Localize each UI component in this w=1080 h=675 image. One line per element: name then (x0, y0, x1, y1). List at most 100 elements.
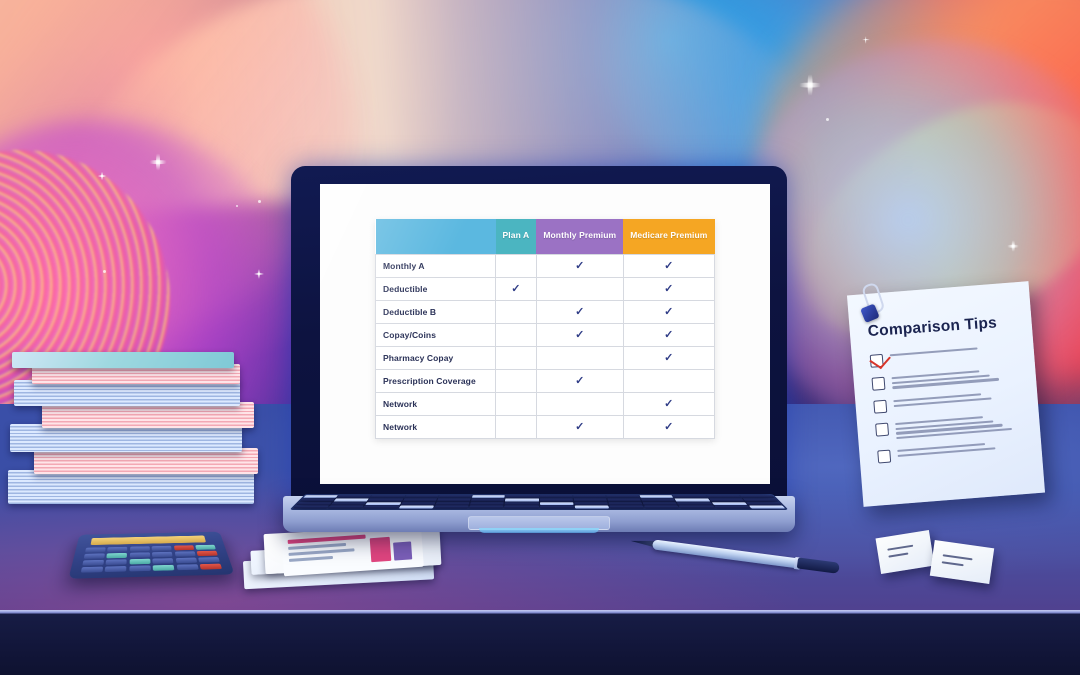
keyboard-key[interactable] (328, 505, 365, 509)
calculator-key[interactable] (82, 560, 104, 566)
keyboard-key[interactable] (336, 495, 372, 498)
keyboard-key[interactable] (606, 495, 640, 498)
calculator-key[interactable] (176, 564, 199, 571)
calculator-key-accent[interactable] (196, 550, 218, 556)
laptop-screen[interactable]: Plan A Monthly Premium Medicare Premium … (320, 184, 770, 484)
keyboard-key[interactable] (539, 498, 573, 502)
calculator-key[interactable] (152, 551, 173, 558)
tip-item[interactable] (877, 438, 1028, 464)
keyboard-key[interactable] (504, 501, 539, 505)
keyboard-key[interactable] (539, 501, 574, 505)
calculator-key-accent[interactable] (199, 563, 223, 570)
keyboard-key[interactable] (292, 505, 330, 509)
calculator-key[interactable] (151, 545, 172, 551)
keyboard-key[interactable] (574, 505, 609, 509)
checkbox-icon[interactable] (877, 449, 892, 464)
keyboard-key[interactable] (573, 501, 608, 505)
calculator-key[interactable] (198, 557, 220, 563)
keyboard-key[interactable] (505, 498, 539, 502)
keyboard-key[interactable] (607, 498, 642, 502)
keyboard-key[interactable] (436, 498, 471, 502)
keyboard-key[interactable] (706, 495, 742, 498)
calculator-key[interactable] (129, 546, 150, 552)
keyboard-row[interactable] (292, 505, 786, 509)
keyboard-key[interactable] (673, 495, 708, 498)
keyboard-key[interactable] (573, 498, 607, 502)
calculator-key-accent[interactable] (173, 545, 194, 551)
calculator-keypad[interactable] (80, 544, 223, 573)
calculator-key[interactable] (129, 558, 151, 565)
keyboard-key[interactable] (678, 505, 715, 509)
keyboard-key[interactable] (504, 505, 539, 509)
keyboard-key[interactable] (400, 501, 436, 505)
calculator-key[interactable] (80, 566, 104, 573)
keyboard-key[interactable] (539, 505, 574, 509)
keyboard-key[interactable] (644, 505, 680, 509)
calculator-key[interactable] (85, 547, 106, 553)
calculator-key[interactable] (195, 544, 216, 550)
checkbox-icon[interactable] (871, 376, 886, 391)
keyboard-key[interactable] (711, 501, 747, 505)
keyboard-key[interactable] (676, 501, 713, 505)
keyboard-key[interactable] (398, 505, 434, 509)
comparison-tips-note[interactable]: Comparison Tips (846, 281, 1046, 507)
calculator-key[interactable] (129, 552, 150, 558)
checkbox-icon[interactable] (875, 422, 890, 437)
keyboard-key[interactable] (299, 498, 336, 502)
keyboard-key[interactable] (674, 498, 710, 502)
calculator[interactable] (68, 531, 235, 579)
keyboard-key[interactable] (331, 501, 367, 505)
calculator-key[interactable] (83, 553, 105, 559)
keyboard-key[interactable] (402, 498, 437, 502)
keyboard-key[interactable] (296, 501, 333, 505)
keyboard-key[interactable] (572, 495, 607, 498)
keyboard-key[interactable] (404, 495, 439, 498)
keyboard-key[interactable] (641, 498, 676, 502)
keyboard-key[interactable] (433, 505, 469, 509)
tip-item[interactable] (871, 365, 1022, 391)
keyboard-key[interactable] (713, 505, 750, 509)
keyboard-key[interactable] (438, 495, 472, 498)
keyboard-key[interactable] (365, 501, 402, 505)
keyboard-key[interactable] (435, 501, 470, 505)
calculator-key[interactable] (175, 557, 197, 564)
keyboard-key[interactable] (334, 498, 370, 502)
keyboard-key[interactable] (708, 498, 744, 502)
checkbox-icon[interactable] (873, 399, 888, 414)
calculator-key[interactable] (152, 565, 175, 571)
keyboard-key[interactable] (471, 495, 506, 498)
calculator-key[interactable] (106, 552, 128, 559)
keyboard-key[interactable] (470, 501, 505, 505)
tip-item[interactable] (869, 342, 1021, 368)
calculator-key[interactable] (174, 551, 196, 557)
tip-item[interactable] (875, 411, 1026, 441)
keyboard-key[interactable] (303, 495, 339, 498)
keyboard-key[interactable] (748, 505, 786, 509)
calculator-key-row[interactable] (80, 563, 223, 573)
keyboard-key[interactable] (370, 495, 405, 498)
comparison-table[interactable]: Plan A Monthly Premium Medicare Premium … (375, 219, 716, 439)
keyboard-key[interactable] (539, 495, 573, 498)
calculator-key[interactable] (107, 546, 128, 552)
keyboard-key[interactable] (739, 495, 775, 498)
calculator-key[interactable] (105, 559, 128, 565)
checked-checkbox-icon[interactable] (869, 353, 884, 368)
keyboard-row[interactable] (299, 498, 779, 502)
keyboard-key[interactable] (642, 501, 678, 505)
keyboard-key[interactable] (608, 501, 643, 505)
keyboard-key[interactable] (469, 505, 504, 509)
laptop-keyboard[interactable] (289, 494, 789, 510)
keyboard-row[interactable] (296, 501, 782, 505)
calculator-key[interactable] (129, 565, 151, 572)
keyboard-key[interactable] (609, 505, 645, 509)
tip-item[interactable] (873, 388, 1024, 414)
keyboard-row[interactable] (303, 495, 775, 498)
keyboard-key[interactable] (363, 505, 400, 509)
calculator-key[interactable] (152, 558, 174, 564)
keyboard-key[interactable] (745, 501, 782, 505)
keyboard-key[interactable] (471, 498, 505, 502)
keyboard-key[interactable] (368, 498, 404, 502)
tips-checklist[interactable] (869, 342, 1028, 464)
keyboard-key[interactable] (505, 495, 539, 498)
keyboard-key[interactable] (742, 498, 779, 502)
